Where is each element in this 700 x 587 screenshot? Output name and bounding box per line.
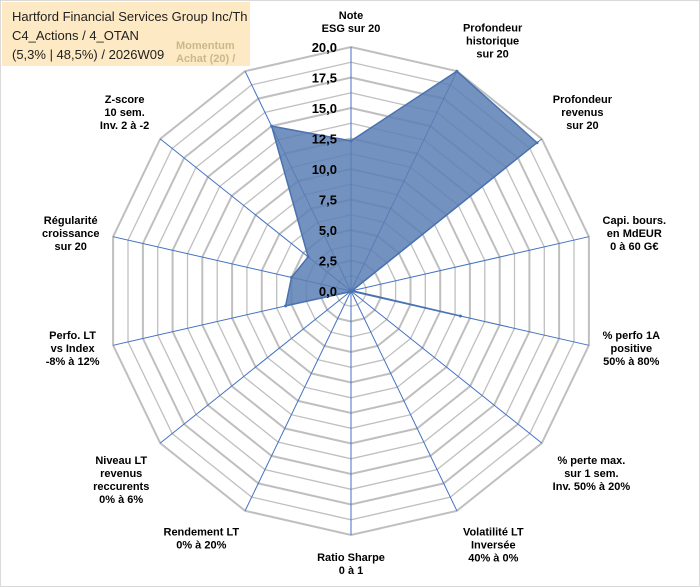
data-point (284, 304, 288, 308)
radial-tick-label: 0,0 (319, 284, 337, 299)
axis-label: Ratio Sharpe 0 à 1 (317, 552, 385, 577)
axis-spoke (350, 236, 590, 292)
data-point (349, 139, 353, 143)
data-point (458, 314, 462, 318)
axis-label-line: Perfo. LT (49, 330, 96, 342)
axis-label-line: sur 20 (476, 49, 508, 61)
axis-label-line: 0 à 60 G€ (610, 241, 658, 253)
legend-line-1: Momentum (176, 40, 235, 52)
chart-title-line-2: C4_Actions / 4_OTAN (12, 28, 139, 43)
axis-label: % perte max. sur 1 sem. Inv. 50% à 20% (553, 455, 631, 493)
chart-title-box: Hartford Financial Services Group Inc/Th… (2, 2, 250, 66)
axis-label-line: Note (339, 10, 363, 22)
axis-label-line: Rendement LT (164, 526, 240, 538)
axis-label: % perfo 1A positive 50% à 80% (603, 330, 661, 368)
axis-label-line: 0% à 20% (176, 539, 226, 551)
axis-spoke (159, 290, 352, 444)
chart-title-line-1: Hartford Financial Services Group Inc/Th (12, 9, 248, 24)
axis-label-line: 10 sem. (104, 107, 144, 119)
axis-label: Niveau LT revenus reccurents 0% à 6% (93, 455, 149, 506)
radial-tick-label: 7,5 (319, 193, 337, 208)
axis-label-line: 40% à 0% (468, 552, 518, 564)
axis-label-line: croissance (42, 228, 99, 240)
axis-label: Volatilité LT Inversée 40% à 0% (463, 526, 524, 564)
axis-label-line: Profondeur (553, 94, 613, 106)
chart-title-line-3: (5,3% | 48,5%) / 2026W09 (12, 47, 165, 62)
axis-label-line: Niveau LT (95, 455, 147, 467)
axis-label-line: revenus (100, 468, 142, 480)
axis-label-line: sur 1 sem. (564, 468, 618, 480)
axis-label-line: % perte max. (557, 455, 625, 467)
data-point (306, 255, 310, 259)
axis-label-line: % perfo 1A (603, 330, 661, 342)
data-point (455, 69, 459, 73)
axis-label-line: Volatilité LT (463, 526, 524, 538)
axis-label-line: positive (611, 343, 653, 355)
data-point (348, 290, 352, 294)
axis-label-line: Inv. 2 à -2 (100, 120, 149, 132)
axis-spoke (244, 290, 352, 512)
axis-label-line: Inversée (471, 539, 516, 551)
axis-spoke (350, 290, 543, 444)
axis-label-line: Ratio Sharpe (317, 552, 385, 564)
axis-label-line: sur 20 (566, 120, 598, 132)
radial-tick-label: 2,5 (319, 254, 337, 269)
axis-label-line: vs Index (51, 343, 96, 355)
radial-tick-label: 17,5 (312, 71, 337, 86)
axis-label: Régularité croissance sur 20 (42, 215, 99, 253)
axis-label: Z-score 10 sem. Inv. 2 à -2 (100, 94, 149, 132)
axis-label-line: -8% à 12% (46, 356, 100, 368)
legend-line-2: Achat (20) / (176, 53, 236, 65)
axis-label-line: ESG sur 20 (322, 23, 381, 35)
axis-label: Profondeur revenus sur 20 (553, 94, 613, 132)
axis-label-line: Z-score (105, 94, 145, 106)
axis-label-line: Régularité (44, 215, 98, 227)
axis-label-line: en MdEUR (607, 228, 662, 240)
axis-label-line: reccurents (93, 481, 149, 493)
axis-label: Perfo. LT vs Index -8% à 12% (46, 330, 100, 368)
radial-tick-label: 15,0 (312, 101, 337, 116)
radial-tick-label: 20,0 (312, 40, 337, 55)
radial-tick-label: 10,0 (312, 162, 337, 177)
axis-label-line: 0 à 1 (339, 565, 363, 577)
axis-label-line: 50% à 80% (603, 356, 659, 368)
axis-label-line: sur 20 (54, 241, 86, 253)
legend: Momentum Achat (20) / (176, 40, 235, 66)
axis-label: Profondeur historique sur 20 (463, 23, 523, 61)
axis-spoke (350, 290, 458, 512)
axis-label-line: Inv. 50% à 20% (553, 481, 631, 493)
axis-label-line: Profondeur (463, 23, 523, 35)
data-point (290, 275, 293, 279)
axis-label-line: revenus (561, 107, 603, 119)
data-point (535, 141, 539, 145)
axis-label-line: Capi. bours. (603, 215, 667, 227)
axis-label-line: historique (466, 36, 519, 48)
axis-label: Capi. bours. en MdEUR 0 à 60 G€ (603, 215, 667, 253)
data-point (270, 124, 274, 128)
axis-label: Rendement LT 0% à 20% (164, 526, 240, 551)
axis-label-line: 0% à 6% (99, 494, 143, 506)
axis-label: Note ESG sur 20 (322, 10, 381, 35)
radial-tick-label: 12,5 (312, 132, 337, 147)
radial-tick-label: 5,0 (319, 223, 337, 238)
